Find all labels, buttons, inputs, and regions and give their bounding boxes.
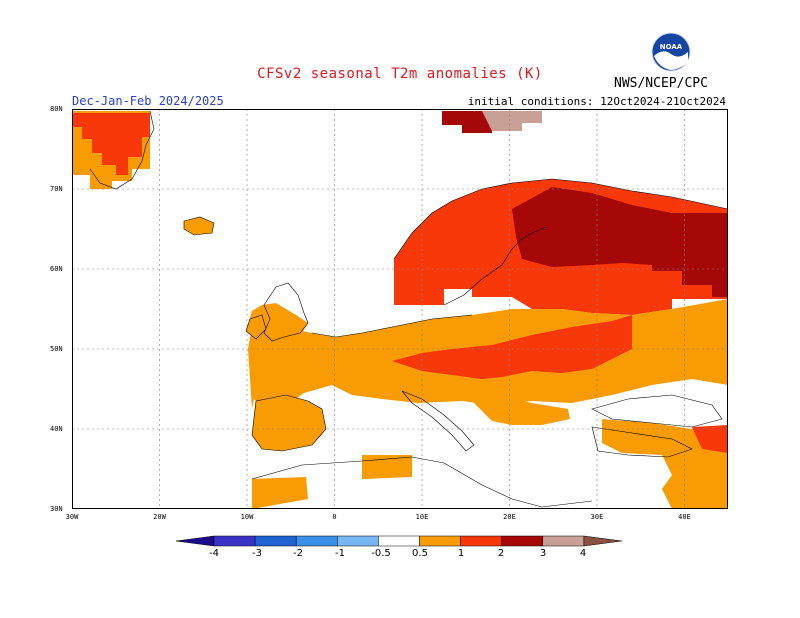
svalbard-mild-anomaly xyxy=(482,111,542,131)
colorbar-label: -4 xyxy=(209,548,219,559)
map-frame xyxy=(72,109,728,509)
colorbar-label: 1 xyxy=(457,548,465,559)
noaa-logo-icon: NOAA xyxy=(651,32,691,72)
uk-coast xyxy=(263,282,309,342)
svg-text:NOAA: NOAA xyxy=(660,43,683,51)
middle-east-anomaly xyxy=(662,453,728,509)
uk-anomaly xyxy=(246,303,308,347)
colorbar-swatch xyxy=(583,535,622,547)
ireland-coast xyxy=(245,314,267,340)
lat-label: 80N xyxy=(50,105,63,113)
caucasus-strong-anomaly xyxy=(692,425,728,453)
colorbar-label: -1 xyxy=(335,548,345,559)
lat-label: 70N xyxy=(50,185,63,193)
coastlines xyxy=(89,110,728,508)
scandinavia-coast xyxy=(393,178,728,260)
colorbar-swatch xyxy=(175,535,215,547)
lon-label: 20W xyxy=(153,513,166,521)
mediterranean-coast xyxy=(251,456,593,508)
anomaly-fills xyxy=(72,111,728,509)
lon-label: 10W xyxy=(240,513,254,521)
iceland-anomaly xyxy=(184,217,214,235)
colorbar-label: -3 xyxy=(252,548,262,559)
black-sea-coast xyxy=(591,394,723,428)
lon-label: 10E xyxy=(415,513,429,521)
initial-conditions: initial conditions: 12Oct2024-21Oct2024 xyxy=(467,95,726,108)
iceland-coast xyxy=(183,216,215,236)
lat-label: 60N xyxy=(50,265,63,273)
graticule xyxy=(72,109,728,509)
map-title: CFSv2 seasonal T2m anomalies (K) xyxy=(257,66,543,82)
colorbar-label: -0.5 xyxy=(371,548,391,559)
colorbar-label: 0.5 xyxy=(412,548,428,559)
colorbar-swatch xyxy=(501,535,544,547)
colorbar-label: 4 xyxy=(579,548,587,559)
colorbar-swatch xyxy=(295,535,338,547)
central-europe-strong-anomaly xyxy=(392,315,632,379)
lat-label: 40N xyxy=(50,425,63,433)
algeria-anomaly xyxy=(362,455,412,479)
lat-label: 30N xyxy=(50,505,63,513)
colorbar-label: -2 xyxy=(293,548,303,559)
baltic-coast xyxy=(443,226,547,306)
colorbar xyxy=(175,535,622,547)
colorbar-swatch xyxy=(254,535,297,547)
lon-label: 20E xyxy=(503,513,516,521)
colorbar-swatch xyxy=(542,535,585,547)
colorbar-swatch xyxy=(213,535,256,547)
balkans-anomaly xyxy=(472,397,570,425)
iberia-coast xyxy=(251,394,327,452)
agency-label: NWS/NCEP/CPC xyxy=(614,76,708,91)
lon-label: 30W xyxy=(65,513,79,521)
lon-label: 40E xyxy=(678,513,691,521)
colorbar-swatch xyxy=(337,535,379,547)
lon-label: 0 xyxy=(332,513,337,521)
temperature-anomaly-map xyxy=(72,109,728,509)
forecast-period: Dec-Jan-Feb 2024/2025 xyxy=(72,94,224,108)
lon-label: 30E xyxy=(590,513,604,521)
colorbar-label: 3 xyxy=(539,548,547,559)
colorbar-swatch xyxy=(378,535,420,547)
colorbar-swatch xyxy=(419,535,461,547)
greenland-strong-anomaly xyxy=(72,113,150,175)
iberia-anomaly xyxy=(252,395,326,451)
north-africa-anomaly xyxy=(252,477,308,509)
colorbar-label: 2 xyxy=(497,548,505,559)
lat-label: 50N xyxy=(50,345,63,353)
turkey-coast xyxy=(591,426,693,458)
russia-extreme-anomaly xyxy=(512,187,728,297)
colorbar-swatch xyxy=(460,535,502,547)
greenland-coast xyxy=(89,110,155,190)
europe-west-coast xyxy=(311,314,473,338)
